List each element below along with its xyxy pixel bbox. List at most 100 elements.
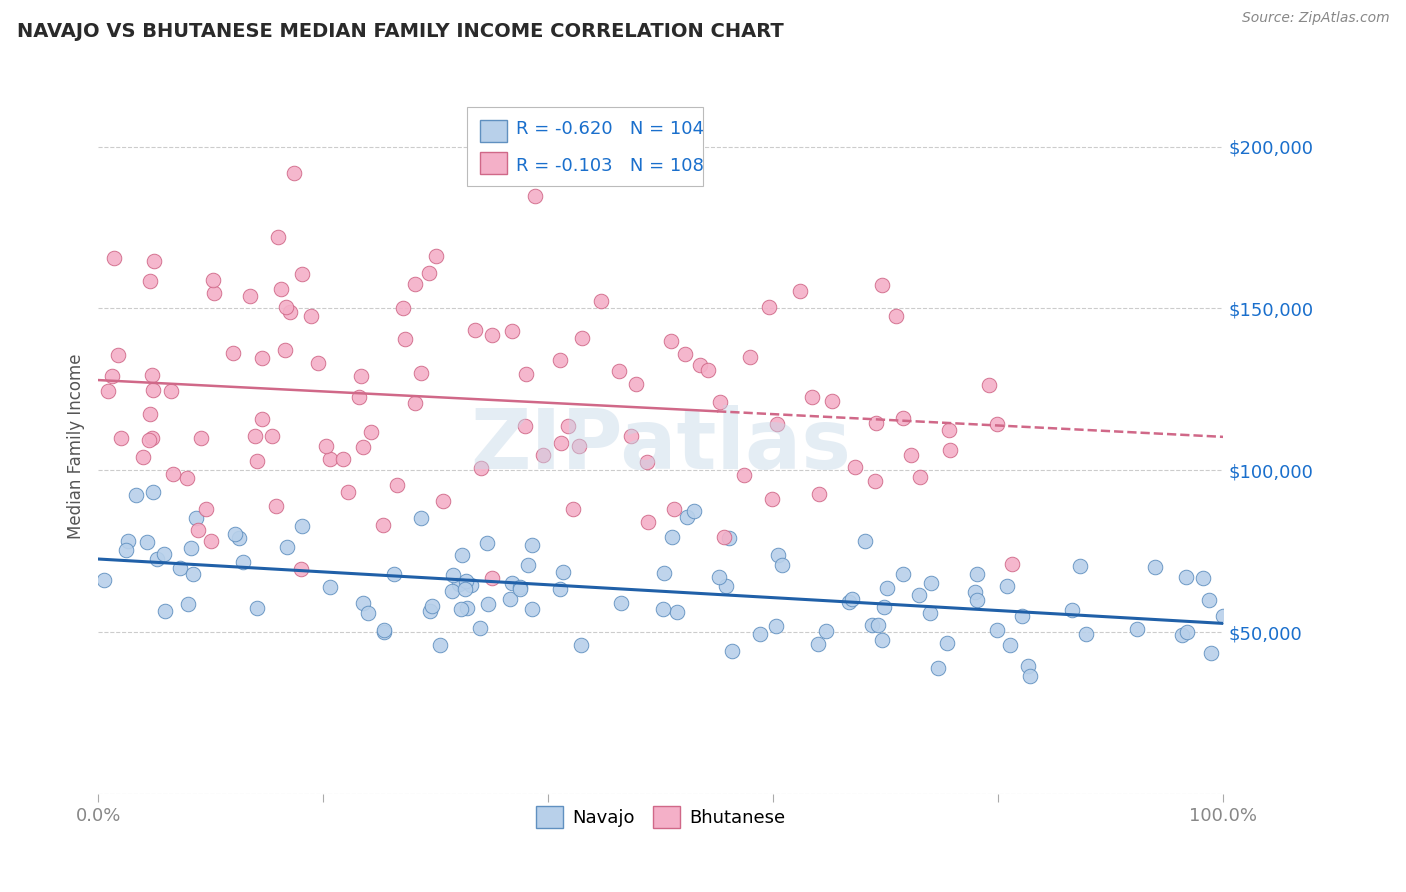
Point — [332, 452, 354, 467]
Point — [132, 450, 155, 464]
Point — [531, 448, 554, 462]
Point — [1198, 593, 1220, 607]
Point — [860, 618, 883, 632]
Point — [1000, 638, 1022, 652]
Point — [721, 644, 744, 658]
Point — [141, 431, 163, 445]
Point — [291, 519, 314, 533]
Point — [918, 606, 941, 620]
Point — [153, 603, 176, 617]
Point — [866, 618, 889, 632]
Point — [553, 565, 575, 579]
Point — [607, 364, 630, 378]
Point — [665, 605, 688, 619]
Point — [221, 345, 243, 359]
Point — [352, 440, 374, 454]
Point — [404, 277, 426, 292]
Point — [569, 638, 592, 652]
Point — [524, 189, 547, 203]
Point — [520, 538, 543, 552]
Point — [815, 624, 838, 638]
Point — [838, 595, 860, 609]
Point — [807, 637, 830, 651]
Point — [1011, 609, 1033, 624]
Point — [571, 331, 593, 345]
Point — [195, 502, 218, 516]
Point — [107, 348, 129, 362]
Point — [262, 428, 284, 442]
Point — [716, 579, 738, 593]
Point — [315, 439, 337, 453]
Point — [713, 530, 735, 544]
Point — [307, 356, 329, 370]
Point — [352, 596, 374, 610]
Point — [202, 273, 225, 287]
Point — [733, 467, 755, 482]
Point — [276, 301, 298, 315]
Point — [243, 429, 266, 443]
Point — [246, 600, 269, 615]
Point — [451, 548, 474, 562]
Point — [765, 619, 787, 633]
Text: NAVAJO VS BHUTANESE MEDIAN FAMILY INCOME CORRELATION CHART: NAVAJO VS BHUTANESE MEDIAN FAMILY INCOME… — [17, 22, 783, 41]
Point — [963, 584, 986, 599]
Point — [986, 417, 1008, 431]
Point — [515, 367, 537, 381]
Point — [475, 536, 498, 550]
Point — [517, 558, 540, 572]
Point — [1125, 623, 1147, 637]
Point — [509, 581, 531, 595]
Point — [477, 597, 499, 611]
Point — [761, 492, 783, 507]
Point — [1143, 559, 1166, 574]
Point — [979, 377, 1001, 392]
Point — [939, 443, 962, 458]
Point — [589, 293, 612, 308]
Point — [143, 253, 166, 268]
Point — [441, 568, 464, 582]
Point — [1199, 646, 1222, 660]
Point — [460, 578, 482, 592]
Text: ZIPatlas: ZIPatlas — [471, 406, 851, 486]
Point — [610, 596, 633, 610]
Point — [683, 504, 706, 518]
Point — [501, 324, 523, 338]
Point — [966, 566, 988, 581]
Point — [162, 467, 184, 482]
Point — [995, 579, 1018, 593]
Point — [891, 410, 914, 425]
Point — [447, 576, 470, 591]
Point — [1076, 627, 1098, 641]
Point — [456, 601, 478, 615]
Point — [228, 531, 250, 545]
Point — [620, 428, 643, 442]
Point — [927, 661, 949, 675]
Point — [440, 584, 463, 599]
Point — [676, 509, 699, 524]
Point — [689, 358, 711, 372]
Point — [900, 448, 922, 462]
Point — [1212, 608, 1234, 623]
Point — [562, 502, 585, 516]
Point — [908, 469, 931, 483]
Point — [419, 604, 441, 618]
Point — [863, 475, 886, 489]
Point — [184, 510, 207, 524]
Text: Source: ZipAtlas.com: Source: ZipAtlas.com — [1241, 11, 1389, 25]
Point — [707, 570, 730, 584]
Point — [844, 459, 866, 474]
Point — [146, 552, 169, 566]
Text: R = -0.103   N = 108: R = -0.103 N = 108 — [516, 157, 704, 175]
Point — [870, 278, 893, 293]
Point — [117, 533, 139, 548]
Point — [190, 431, 212, 445]
Point — [966, 593, 988, 607]
Point — [276, 540, 298, 554]
Point — [138, 274, 160, 288]
Point — [394, 332, 416, 346]
Point — [1001, 558, 1024, 572]
Point — [360, 425, 382, 439]
Point — [1174, 570, 1197, 584]
Point — [865, 416, 887, 430]
Point — [936, 636, 959, 650]
